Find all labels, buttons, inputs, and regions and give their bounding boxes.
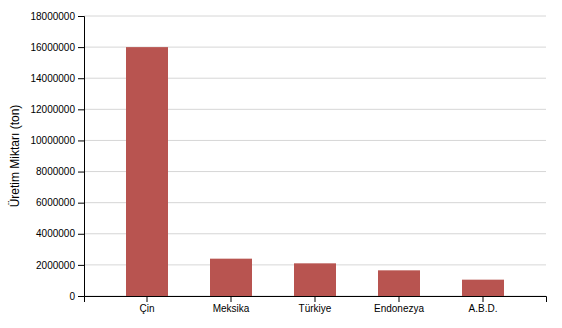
x-tick: Türkiye <box>299 296 332 314</box>
y-tick-mark <box>78 140 84 141</box>
bar <box>294 263 336 296</box>
bar <box>210 259 252 296</box>
bar <box>462 280 504 296</box>
y-axis-line <box>78 17 85 297</box>
y-tick-label: 10000000 <box>31 135 76 146</box>
y-tick: 16000000 <box>31 42 85 53</box>
y-tick: 4000000 <box>36 228 84 239</box>
chart-svg: 0 2000000 4000000 6000000 8000000 10000000 120… <box>0 0 562 328</box>
grid <box>84 16 546 296</box>
x-tick-mark <box>147 296 148 302</box>
y-tick-mark <box>78 78 84 79</box>
x-tick-label: Türkiye <box>299 303 332 314</box>
x-tick-label: A.B.D. <box>469 303 498 314</box>
grid-line <box>84 16 546 17</box>
x-tick-mark <box>315 296 316 302</box>
y-tick-label: 14000000 <box>31 73 76 84</box>
y-tick-label: 6000000 <box>36 197 75 208</box>
x-tick-mark <box>399 296 400 302</box>
bar <box>126 47 168 296</box>
bars <box>126 47 504 296</box>
y-tick-mark <box>78 47 84 48</box>
bar <box>378 270 420 296</box>
y-tick-label: 0 <box>69 291 75 302</box>
y-axis: 0 2000000 4000000 6000000 8000000 10000000 120… <box>31 11 85 302</box>
chart-container: 0 2000000 4000000 6000000 8000000 10000000 120… <box>0 0 562 328</box>
plot-area: 0 2000000 4000000 6000000 8000000 10000000 120… <box>31 11 547 314</box>
x-axis-line <box>85 297 547 303</box>
y-tick: 0 <box>69 291 84 302</box>
y-tick-mark <box>78 234 84 235</box>
x-tick-mark <box>231 296 232 302</box>
x-tick-mark <box>483 296 484 302</box>
x-tick-label: Çin <box>139 303 154 314</box>
y-tick: 8000000 <box>36 166 84 177</box>
y-tick-label: 12000000 <box>31 104 76 115</box>
x-tick-label: Endonezya <box>374 303 424 314</box>
y-tick: 14000000 <box>31 73 85 84</box>
x-tick: A.B.D. <box>469 296 498 314</box>
y-axis-title: Üretim Miktarı (ton) <box>8 105 22 208</box>
y-tick-mark <box>78 265 84 266</box>
y-tick-label: 16000000 <box>31 42 76 53</box>
x-tick: Endonezya <box>374 296 424 314</box>
y-tick: 2000000 <box>36 260 84 271</box>
y-tick-mark <box>78 109 84 110</box>
x-axis: Çin Meksika Türkiye Endonezya A.B.D. <box>85 296 547 314</box>
y-tick-label: 8000000 <box>36 166 75 177</box>
y-tick-label: 2000000 <box>36 260 75 271</box>
y-tick-label: 4000000 <box>36 228 75 239</box>
y-tick-mark <box>78 296 84 297</box>
x-tick: Meksika <box>213 296 250 314</box>
y-tick: 18000000 <box>31 11 85 22</box>
y-tick-label: 18000000 <box>31 11 76 22</box>
y-tick: 10000000 <box>31 135 85 146</box>
y-tick-mark <box>78 203 84 204</box>
x-tick-label: Meksika <box>213 303 250 314</box>
y-tick: 6000000 <box>36 197 84 208</box>
y-tick-mark <box>78 172 84 173</box>
y-tick: 12000000 <box>31 104 85 115</box>
y-tick-mark <box>78 16 84 17</box>
x-tick: Çin <box>139 296 154 314</box>
